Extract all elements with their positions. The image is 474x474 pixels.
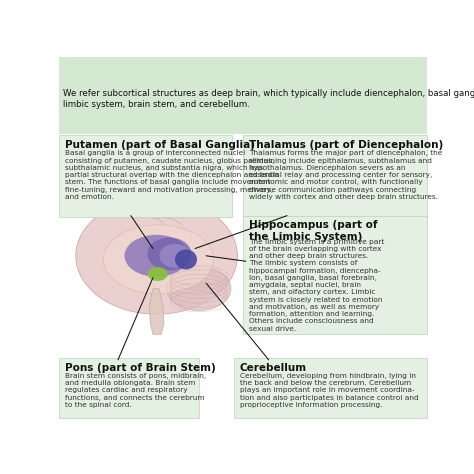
Ellipse shape — [147, 237, 191, 270]
Text: Basal ganglia is a group of interconnected nuclei
consisting of putamen, caudate: Basal ganglia is a group of interconnect… — [65, 150, 279, 200]
Text: Brain stem consists of pons, midbrain,
and medulla oblongata. Brain stem
regulat: Brain stem consists of pons, midbrain, a… — [65, 373, 207, 408]
Text: Thalamus forms the major part of diencephalon, the
remaining include epithalamus: Thalamus forms the major part of diencep… — [249, 150, 442, 200]
Ellipse shape — [159, 244, 191, 268]
Ellipse shape — [125, 235, 189, 277]
FancyBboxPatch shape — [243, 136, 427, 218]
Ellipse shape — [103, 225, 213, 294]
Ellipse shape — [175, 249, 197, 270]
FancyBboxPatch shape — [59, 358, 199, 418]
FancyBboxPatch shape — [243, 216, 427, 334]
Text: Thalamus (part of Diencephalon): Thalamus (part of Diencephalon) — [249, 140, 443, 150]
Text: Cerebellum, developing from hindbrain, lying in
the back and below the cerebrum.: Cerebellum, developing from hindbrain, l… — [240, 373, 419, 408]
FancyBboxPatch shape — [59, 136, 232, 218]
Text: Putamen (part of Basal Ganglia): Putamen (part of Basal Ganglia) — [65, 140, 255, 150]
FancyBboxPatch shape — [234, 358, 427, 418]
Text: We refer subcortical structures as deep brain, which typically include diencepha: We refer subcortical structures as deep … — [63, 89, 474, 109]
Ellipse shape — [76, 197, 237, 314]
Text: The limbic system is a primitive part
of the brain overlapping with cortex
and o: The limbic system is a primitive part of… — [249, 238, 384, 332]
Ellipse shape — [167, 267, 231, 310]
Text: Pons (part of Brain Stem): Pons (part of Brain Stem) — [65, 363, 216, 373]
Ellipse shape — [147, 267, 168, 281]
Text: Hippocampus (part of
the Limbic System): Hippocampus (part of the Limbic System) — [249, 220, 378, 242]
Polygon shape — [149, 289, 164, 334]
Text: Cerebellum: Cerebellum — [240, 363, 307, 373]
FancyBboxPatch shape — [59, 57, 427, 134]
